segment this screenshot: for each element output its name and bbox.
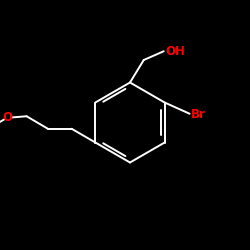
- Text: Br: Br: [191, 108, 206, 122]
- Text: OH: OH: [165, 45, 185, 58]
- Text: O: O: [3, 111, 13, 124]
